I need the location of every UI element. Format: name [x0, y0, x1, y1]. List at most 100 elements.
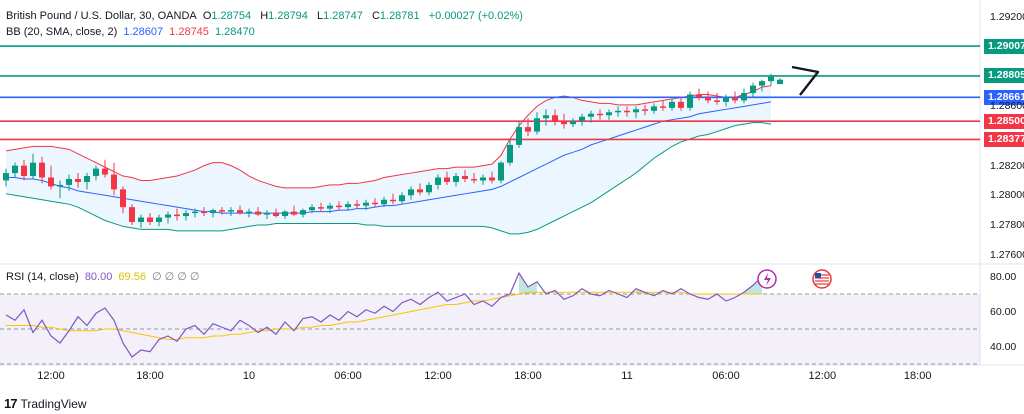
candle-up [687, 94, 693, 108]
candle-down [174, 214, 180, 217]
candle-up [498, 162, 504, 181]
lightning-icon [764, 273, 771, 286]
bb-label[interactable]: BB (20, SMA, close, 2) [6, 26, 118, 38]
candle-down [561, 121, 567, 125]
time-axis-tick: 18:00 [514, 370, 542, 382]
candle-down [21, 165, 27, 177]
candle-down [75, 178, 81, 182]
candle-up [543, 115, 549, 119]
level-price-label: 1.28377 [984, 131, 1024, 147]
candle-down [714, 100, 720, 102]
candle-down [120, 189, 126, 208]
close-label: C [371, 10, 380, 22]
candle-up [723, 97, 729, 102]
candle-up [84, 176, 90, 182]
time-axis-tick: 12:00 [37, 370, 65, 382]
horizontal-levels [0, 45, 980, 141]
open-label: O [202, 10, 212, 22]
candle-down [291, 211, 297, 215]
candle-up [12, 165, 18, 174]
candle-up [759, 81, 765, 86]
candle-down [372, 202, 378, 205]
candle-down [219, 210, 225, 212]
candle-up [633, 109, 639, 113]
candle-down [201, 211, 207, 214]
candle-down [678, 101, 684, 108]
candle-down [417, 189, 423, 193]
candle-up [579, 116, 585, 122]
brand-name: TradingView [20, 396, 87, 411]
rsi-axis-tick: 40.00 [990, 340, 1017, 353]
time-axis-tick: 18:00 [903, 370, 932, 382]
candle-up [516, 127, 522, 145]
candle-up [345, 204, 351, 208]
rsi-axis-tick: 60.00 [990, 305, 1017, 318]
candle-down [354, 204, 360, 206]
candle-down [273, 213, 279, 217]
price-axis-tick: 1.28200 [990, 159, 1024, 172]
time-axis-tick: 11 [621, 370, 633, 382]
candle-up [588, 113, 594, 117]
candle-up [57, 184, 63, 187]
rsi-label[interactable]: RSI (14, close) [6, 271, 79, 283]
price-axis-tick: 1.29200 [990, 11, 1024, 24]
time-axis-tick: 12:00 [808, 370, 837, 382]
candle-down [732, 97, 738, 101]
tradingview-logo[interactable]: 17 TradingView [4, 396, 87, 411]
high-value: 1.28794 [268, 10, 308, 22]
bb-upper-line [5, 85, 772, 189]
grid [0, 0, 1024, 366]
candle-up [669, 101, 675, 108]
rsi-overbought-fill [519, 273, 537, 294]
candle-down [705, 97, 711, 101]
bb-basis-value: 1.28607 [123, 26, 164, 38]
candle-up [426, 184, 432, 193]
time-axis-tick: 06:00 [334, 370, 362, 382]
candle-up [570, 121, 576, 125]
change-value: +0.00027 (+0.02%) [428, 10, 523, 22]
candle-down [462, 176, 468, 179]
high-label: H [260, 10, 269, 22]
candle-up [156, 217, 162, 222]
candle-down [255, 211, 261, 215]
price-axis-tick: 1.28000 [990, 189, 1024, 202]
time-axis-tick: 18:00 [136, 370, 164, 382]
candle-up [3, 173, 9, 181]
candle-up [30, 162, 36, 177]
candle-up [210, 210, 216, 214]
bollinger-bands [5, 85, 772, 235]
time-axis-tick: 12:00 [424, 370, 452, 382]
symbol-legend: British Pound / U.S. Dollar, 30, OANDA O… [6, 10, 526, 22]
candle-up [777, 79, 783, 85]
candle-down [642, 109, 648, 111]
rsi-value: 80.00 [84, 271, 113, 283]
candle-up [246, 211, 252, 214]
price-axis-tick: 1.28600 [990, 100, 1024, 113]
candle-down [336, 205, 342, 208]
candle-up [282, 211, 288, 217]
candle-down [129, 207, 135, 222]
level-price-label: 1.28500 [984, 113, 1024, 129]
bb-legend: BB (20, SMA, close, 2) 1.28607 1.28745 1… [6, 26, 258, 38]
candle-up [264, 213, 270, 215]
close-value: 1.28781 [379, 10, 420, 22]
flag-canton [815, 273, 821, 278]
candle-up [615, 110, 621, 113]
candles [3, 73, 783, 228]
candle-down [102, 168, 108, 175]
annotations [757, 65, 832, 289]
candle-up [435, 177, 441, 185]
candle-up [327, 205, 333, 209]
candle-down [696, 94, 702, 98]
symbol-title[interactable]: British Pound / U.S. Dollar, 30, OANDA [6, 10, 197, 22]
candle-up [480, 177, 486, 181]
candle-up [606, 112, 612, 116]
rsi-legend: RSI (14, close) 80.00 69.56 ∅ ∅ ∅ ∅ [6, 270, 203, 283]
candle-up [408, 189, 414, 196]
candle-up [399, 195, 405, 202]
candle-down [624, 110, 630, 113]
candle-up [768, 76, 774, 82]
price-axis-tick: 1.27800 [990, 218, 1024, 231]
candle-up [453, 176, 459, 182]
